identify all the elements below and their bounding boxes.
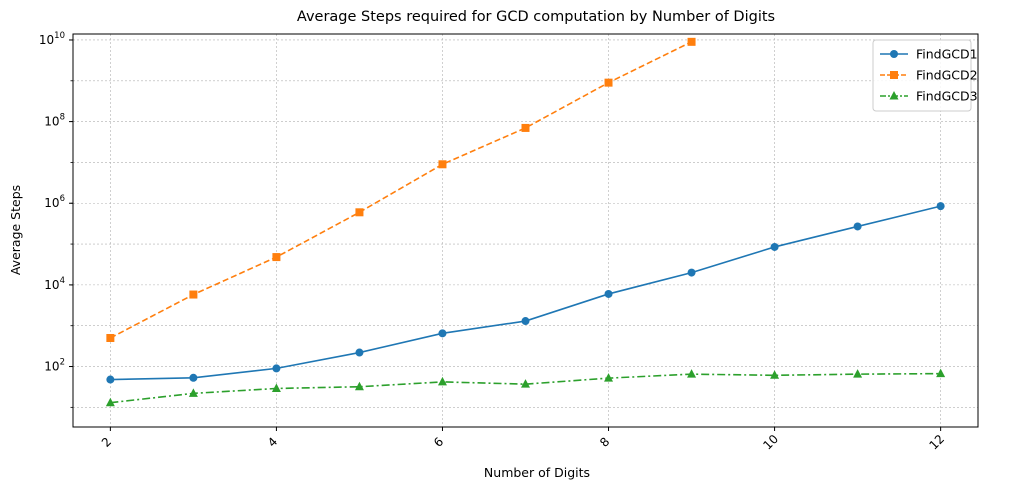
y-tick-label: 104 <box>44 276 65 292</box>
data-point <box>687 37 696 46</box>
data-point <box>521 123 530 132</box>
data-point <box>106 375 115 384</box>
legend-label: FindGCD1 <box>916 47 978 62</box>
x-tick-label: 6 <box>431 435 446 450</box>
legend-marker <box>890 50 898 58</box>
x-tick-label: 2 <box>99 435 114 450</box>
data-point <box>438 329 447 338</box>
data-point <box>105 397 115 407</box>
data-point <box>355 348 364 357</box>
x-tick-label: 12 <box>926 432 947 453</box>
series-findgcd2 <box>106 37 696 342</box>
legend-marker <box>890 71 898 79</box>
legend-marker <box>889 91 899 100</box>
y-axis: 102 104 106 108 1010 <box>39 31 73 408</box>
data-point <box>272 364 281 373</box>
x-tick-label: 4 <box>265 435 280 450</box>
legend-item: FindGCD3 <box>880 89 978 104</box>
data-point <box>271 383 281 392</box>
data-point <box>770 242 779 251</box>
data-point <box>770 370 780 379</box>
series-findgcd1 <box>106 202 945 384</box>
data-point <box>438 160 447 169</box>
legend: FindGCD1 FindGCD2 FindGCD3 <box>872 39 978 112</box>
legend-box <box>872 39 972 112</box>
x-tick-label: 10 <box>760 432 781 453</box>
series-line <box>110 205 941 381</box>
y-tick-label: 1010 <box>39 31 65 47</box>
data-point <box>355 208 364 217</box>
legend-label: FindGCD2 <box>916 68 978 83</box>
legend-label: FindGCD3 <box>916 89 978 104</box>
data-point <box>437 376 447 386</box>
y-tick-label: 108 <box>44 113 65 129</box>
data-point <box>521 317 530 326</box>
y-axis-label: Average Steps <box>8 185 23 275</box>
data-point <box>687 369 697 378</box>
data-point <box>604 373 614 382</box>
series-layer <box>105 37 946 407</box>
data-point <box>272 253 281 262</box>
chart-title: Average Steps required for GCD computati… <box>297 9 775 25</box>
x-axis-label: Number of Digits <box>484 465 590 480</box>
data-point <box>604 289 613 298</box>
y-tick-label: 106 <box>44 194 65 210</box>
x-axis: 2 4 6 8 10 12 <box>99 427 947 453</box>
data-point <box>687 268 696 277</box>
data-point <box>354 381 364 391</box>
series-line <box>110 372 941 404</box>
data-point <box>853 369 863 378</box>
legend-item: FindGCD2 <box>880 68 978 83</box>
series-findgcd3 <box>105 368 946 407</box>
data-point <box>521 379 530 388</box>
data-point <box>188 388 198 397</box>
y-tick-label: 102 <box>44 358 65 374</box>
data-point <box>106 333 115 342</box>
series-line <box>109 41 692 339</box>
legend-item: FindGCD1 <box>880 47 978 62</box>
data-point <box>189 290 198 299</box>
data-point <box>604 78 613 87</box>
x-tick-label: 8 <box>597 435 612 450</box>
data-point <box>189 373 198 382</box>
plot-frame <box>72 33 979 428</box>
data-point <box>853 222 862 231</box>
data-point <box>936 202 945 211</box>
grid <box>73 34 978 427</box>
data-point <box>936 368 946 378</box>
